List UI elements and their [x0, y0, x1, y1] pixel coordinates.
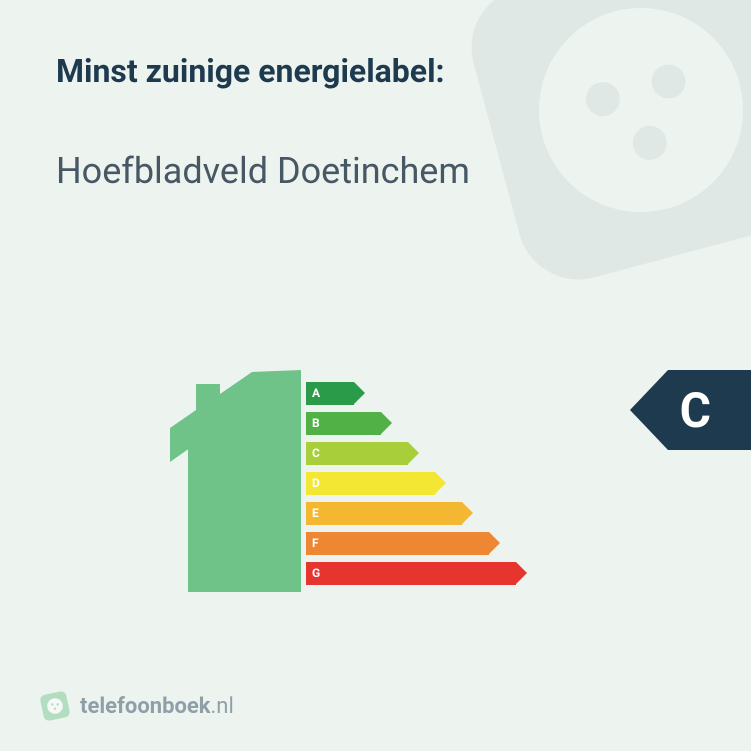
footer-brand-bold: telefoonboek	[80, 694, 211, 719]
energy-bar-label: F	[312, 536, 319, 550]
energy-bar-f: F	[306, 532, 516, 555]
energy-bar-label: D	[312, 476, 320, 490]
footer-logo-icon	[40, 691, 70, 721]
footer-brand-text: telefoonboek.nl	[80, 694, 234, 719]
energy-bar-label: B	[312, 416, 320, 430]
footer-brand-light: .nl	[211, 694, 234, 719]
rating-badge-arrow	[630, 370, 668, 450]
background-watermark	[433, 0, 751, 318]
energy-label-chart: A B C D E F G	[170, 370, 590, 600]
house-icon	[170, 370, 302, 592]
page-title: Minst zuinige energielabel:	[56, 52, 445, 90]
energy-bar-label: G	[312, 566, 320, 580]
energy-bar-label: A	[312, 386, 320, 400]
location-subtitle: Hoefbladveld Doetinchem	[56, 150, 470, 192]
energy-bar-d: D	[306, 472, 516, 495]
energy-bar-b: B	[306, 412, 516, 435]
rating-badge: C	[630, 370, 751, 450]
energy-bar-label: C	[312, 446, 320, 460]
energy-bar-g: G	[306, 562, 516, 585]
energy-bar-c: C	[306, 442, 516, 465]
energy-bar-e: E	[306, 502, 516, 525]
footer-brand: telefoonboek.nl	[40, 691, 234, 721]
energy-bars: A B C D E F G	[306, 382, 516, 592]
energy-bar-label: E	[312, 506, 319, 520]
rating-badge-letter: C	[668, 370, 751, 450]
energy-bar-a: A	[306, 382, 516, 405]
